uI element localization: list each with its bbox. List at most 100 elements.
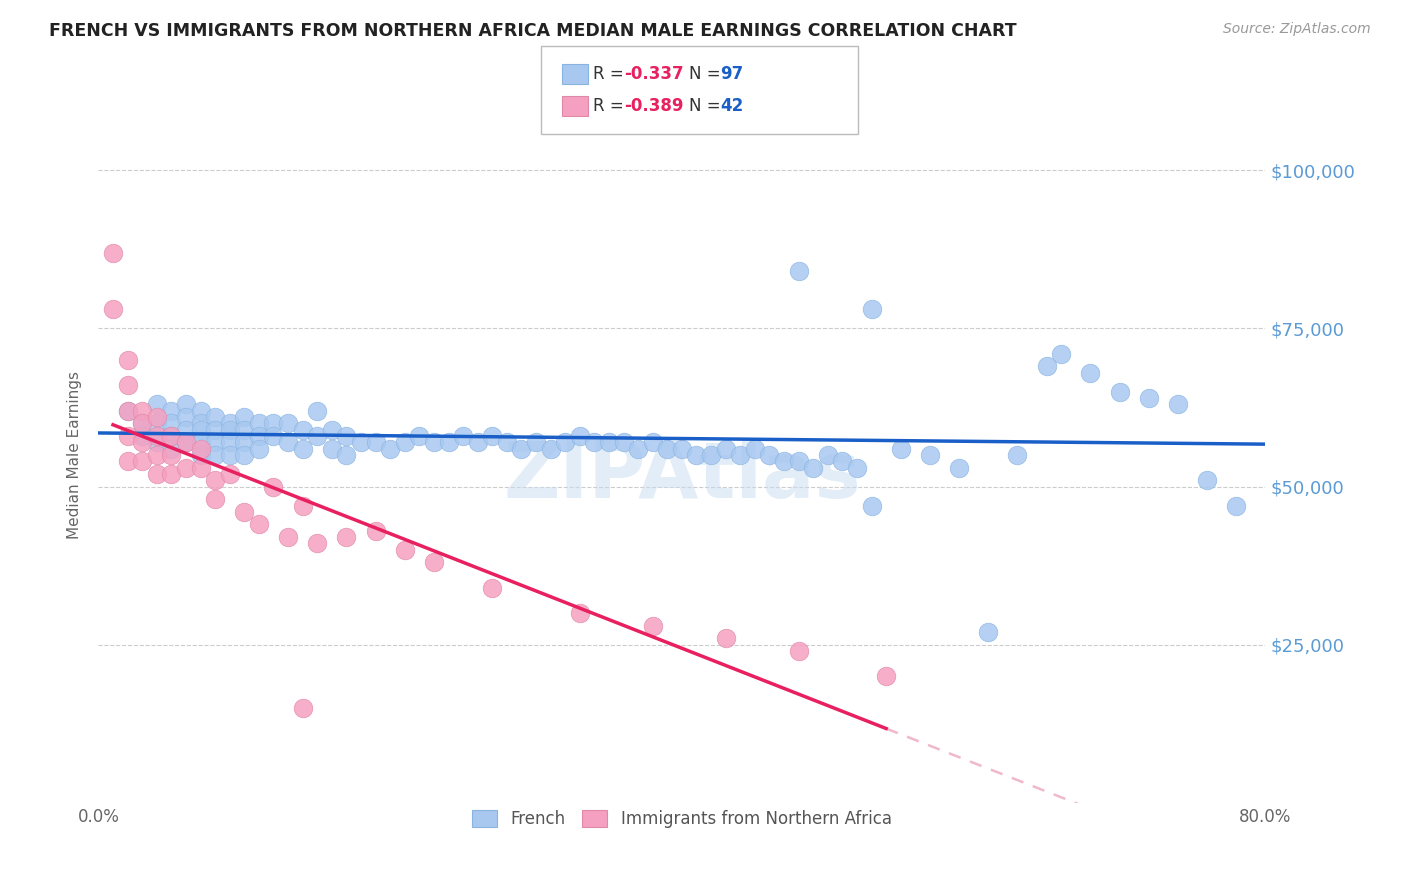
- Point: [174, 435, 197, 450]
- Point: [233, 435, 256, 450]
- Point: [233, 409, 256, 424]
- Point: [890, 442, 912, 456]
- Point: [160, 448, 183, 462]
- Point: [218, 417, 240, 431]
- Point: [190, 460, 212, 475]
- Point: [641, 435, 664, 450]
- Text: ZIPAtlas: ZIPAtlas: [503, 438, 860, 514]
- Point: [714, 442, 737, 456]
- Point: [160, 429, 183, 443]
- Point: [277, 435, 299, 450]
- Point: [451, 429, 474, 443]
- Point: [277, 417, 299, 431]
- Point: [291, 442, 314, 456]
- Point: [423, 556, 446, 570]
- Point: [204, 423, 226, 437]
- Point: [787, 644, 810, 658]
- Point: [146, 397, 169, 411]
- Point: [131, 435, 153, 450]
- Point: [714, 632, 737, 646]
- Point: [204, 492, 226, 507]
- Point: [160, 403, 183, 417]
- Point: [291, 499, 314, 513]
- Point: [1225, 499, 1247, 513]
- Point: [730, 448, 752, 462]
- Point: [977, 625, 1000, 640]
- Point: [146, 409, 169, 424]
- Point: [277, 530, 299, 544]
- Point: [700, 448, 723, 462]
- Point: [218, 467, 240, 481]
- Point: [291, 701, 314, 715]
- Point: [247, 442, 270, 456]
- Point: [262, 429, 284, 443]
- Point: [131, 417, 153, 431]
- Point: [204, 435, 226, 450]
- Point: [146, 435, 169, 450]
- Point: [627, 442, 650, 456]
- Point: [160, 467, 183, 481]
- Point: [160, 429, 183, 443]
- Point: [307, 429, 329, 443]
- Point: [481, 429, 503, 443]
- Text: R =: R =: [593, 65, 624, 83]
- Point: [335, 530, 357, 544]
- Point: [1137, 391, 1160, 405]
- Text: FRENCH VS IMMIGRANTS FROM NORTHERN AFRICA MEDIAN MALE EARNINGS CORRELATION CHART: FRENCH VS IMMIGRANTS FROM NORTHERN AFRIC…: [49, 22, 1017, 40]
- Point: [117, 378, 139, 392]
- Text: R =: R =: [593, 97, 624, 115]
- Point: [481, 581, 503, 595]
- Point: [744, 442, 766, 456]
- Point: [524, 435, 547, 450]
- Point: [117, 403, 139, 417]
- Point: [131, 429, 153, 443]
- Point: [247, 429, 270, 443]
- Point: [1167, 397, 1189, 411]
- Point: [423, 435, 446, 450]
- Point: [846, 460, 869, 475]
- Point: [117, 429, 139, 443]
- Point: [160, 417, 183, 431]
- Point: [860, 499, 883, 513]
- Point: [233, 448, 256, 462]
- Point: [233, 505, 256, 519]
- Point: [773, 454, 796, 468]
- Point: [831, 454, 853, 468]
- Point: [1050, 347, 1073, 361]
- Point: [918, 448, 941, 462]
- Point: [496, 435, 519, 450]
- Point: [247, 517, 270, 532]
- Point: [190, 435, 212, 450]
- Point: [408, 429, 430, 443]
- Point: [117, 403, 139, 417]
- Point: [307, 536, 329, 550]
- Point: [1035, 359, 1057, 374]
- Point: [262, 479, 284, 493]
- Point: [117, 454, 139, 468]
- Point: [437, 435, 460, 450]
- Point: [394, 542, 416, 557]
- Point: [860, 302, 883, 317]
- Point: [758, 448, 780, 462]
- Text: N =: N =: [689, 97, 720, 115]
- Point: [364, 435, 387, 450]
- Point: [948, 460, 970, 475]
- Point: [875, 669, 897, 683]
- Text: N =: N =: [689, 65, 720, 83]
- Point: [380, 442, 402, 456]
- Point: [190, 417, 212, 431]
- Point: [160, 442, 183, 456]
- Point: [671, 442, 693, 456]
- Point: [1080, 366, 1102, 380]
- Point: [307, 403, 329, 417]
- Text: -0.337: -0.337: [624, 65, 683, 83]
- Point: [510, 442, 533, 456]
- Point: [364, 524, 387, 538]
- Point: [554, 435, 576, 450]
- Point: [262, 417, 284, 431]
- Point: [174, 460, 197, 475]
- Point: [131, 403, 153, 417]
- Point: [467, 435, 489, 450]
- Point: [101, 245, 124, 260]
- Point: [1108, 384, 1130, 399]
